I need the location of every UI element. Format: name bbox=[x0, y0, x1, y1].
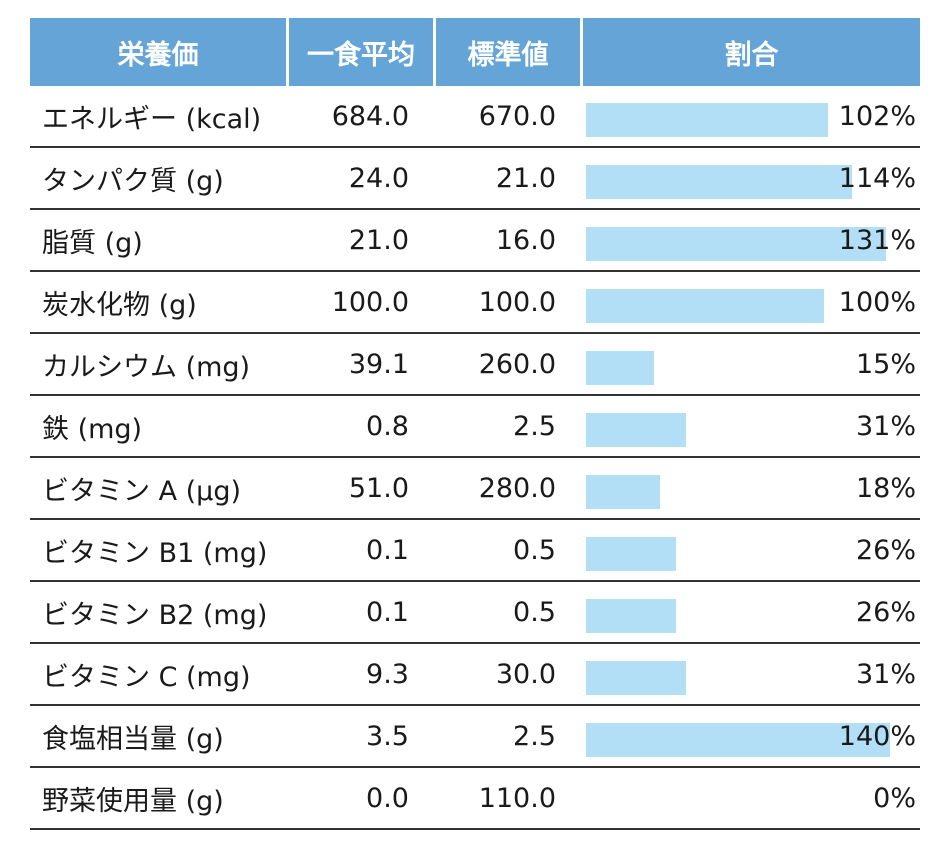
ratio-bar bbox=[586, 351, 654, 385]
ratio-label: 26% bbox=[855, 534, 916, 566]
average-value: 24.0 bbox=[348, 162, 409, 194]
ratio-cell: 31% bbox=[580, 644, 920, 704]
average-value: 0.1 bbox=[366, 596, 409, 628]
ratio-bar bbox=[586, 289, 824, 323]
standard-value: 0.5 bbox=[513, 596, 556, 628]
standard-value: 16.0 bbox=[495, 224, 556, 256]
average-value: 0.8 bbox=[366, 410, 409, 442]
table-row: 炭水化物 (g) 100.0 100.0 100% bbox=[30, 272, 920, 334]
average-value: 21.0 bbox=[348, 224, 409, 256]
ratio-cell: 26% bbox=[580, 582, 920, 642]
standard-value: 100.0 bbox=[478, 286, 556, 318]
table-row: ビタミン A (μg) 51.0 280.0 18% bbox=[30, 458, 920, 520]
ratio-bar bbox=[586, 227, 886, 261]
nutrient-name: 鉄 (mg) bbox=[42, 413, 143, 445]
standard-value: 2.5 bbox=[513, 720, 556, 752]
nutrient-name: 炭水化物 (g) bbox=[42, 289, 197, 321]
nutrient-name: ビタミン B2 (mg) bbox=[42, 599, 268, 631]
nutrient-name: 食塩相当量 (g) bbox=[42, 723, 224, 755]
ratio-cell: 0% bbox=[580, 768, 920, 828]
ratio-cell: 114% bbox=[580, 148, 920, 208]
standard-value: 30.0 bbox=[495, 658, 556, 690]
ratio-label: 0% bbox=[873, 782, 916, 814]
ratio-bar bbox=[586, 475, 660, 509]
table-row: 鉄 (mg) 0.8 2.5 31% bbox=[30, 396, 920, 458]
ratio-label: 15% bbox=[855, 348, 916, 380]
nutrient-name: ビタミン C (mg) bbox=[42, 661, 251, 693]
ratio-bar bbox=[586, 537, 676, 571]
nutrient-name: エネルギー (kcal) bbox=[42, 103, 262, 135]
table-row: エネルギー (kcal) 684.0 670.0 102% bbox=[30, 86, 920, 148]
standard-value: 0.5 bbox=[513, 534, 556, 566]
ratio-bar bbox=[586, 103, 828, 137]
ratio-label: 18% bbox=[855, 472, 916, 504]
ratio-bar bbox=[586, 661, 686, 695]
ratio-cell: 18% bbox=[580, 458, 920, 518]
table-row: ビタミン B2 (mg) 0.1 0.5 26% bbox=[30, 582, 920, 644]
average-value: 3.5 bbox=[366, 720, 409, 752]
nutrient-name: タンパク質 (g) bbox=[42, 165, 224, 197]
standard-value: 280.0 bbox=[478, 472, 556, 504]
standard-value: 260.0 bbox=[478, 348, 556, 380]
table-row: 野菜使用量 (g) 0.0 110.0 0% bbox=[30, 768, 920, 830]
nutrient-name: 脂質 (g) bbox=[42, 227, 143, 259]
average-value: 100.0 bbox=[331, 286, 409, 318]
ratio-cell: 15% bbox=[580, 334, 920, 394]
standard-value: 110.0 bbox=[478, 782, 556, 814]
average-value: 0.0 bbox=[366, 782, 409, 814]
ratio-cell: 100% bbox=[580, 272, 920, 332]
table-row: ビタミン B1 (mg) 0.1 0.5 26% bbox=[30, 520, 920, 582]
table-row: 食塩相当量 (g) 3.5 2.5 140% bbox=[30, 706, 920, 768]
ratio-cell: 131% bbox=[580, 210, 920, 270]
ratio-label: 26% bbox=[855, 596, 916, 628]
header-ratio: 割合 bbox=[580, 18, 920, 86]
table-row: タンパク質 (g) 24.0 21.0 114% bbox=[30, 148, 920, 210]
ratio-bar bbox=[586, 165, 852, 199]
ratio-label: 100% bbox=[838, 286, 916, 318]
table-body: エネルギー (kcal) 684.0 670.0 102% タンパク質 (g) 24.0 2… bbox=[30, 86, 920, 830]
ratio-cell: 102% bbox=[580, 86, 920, 146]
ratio-label: 140% bbox=[838, 720, 916, 752]
ratio-label: 131% bbox=[838, 224, 916, 256]
ratio-label: 31% bbox=[855, 658, 916, 690]
nutrient-name: 野菜使用量 (g) bbox=[42, 785, 224, 817]
average-value: 51.0 bbox=[348, 472, 409, 504]
nutrient-name: ビタミン B1 (mg) bbox=[42, 537, 268, 569]
average-value: 0.1 bbox=[366, 534, 409, 566]
ratio-label: 114% bbox=[838, 162, 916, 194]
header-average: 一食平均 bbox=[286, 18, 433, 86]
table-row: ビタミン C (mg) 9.3 30.0 31% bbox=[30, 644, 920, 706]
ratio-label: 102% bbox=[838, 100, 916, 132]
ratio-cell: 31% bbox=[580, 396, 920, 456]
nutrient-name: ビタミン A (μg) bbox=[42, 475, 242, 507]
nutrient-name: カルシウム (mg) bbox=[42, 351, 251, 383]
table-row: カルシウム (mg) 39.1 260.0 15% bbox=[30, 334, 920, 396]
ratio-bar bbox=[586, 723, 890, 757]
average-value: 9.3 bbox=[366, 658, 409, 690]
ratio-bar bbox=[586, 413, 686, 447]
average-value: 684.0 bbox=[331, 100, 409, 132]
standard-value: 2.5 bbox=[513, 410, 556, 442]
ratio-bar bbox=[586, 599, 676, 633]
ratio-cell: 140% bbox=[580, 706, 920, 766]
nutrition-table: 栄養価 一食平均 標準値 割合 エネルギー (kcal) 684.0 670.0 10… bbox=[30, 18, 920, 830]
ratio-label: 31% bbox=[855, 410, 916, 442]
standard-value: 21.0 bbox=[495, 162, 556, 194]
ratio-cell: 26% bbox=[580, 520, 920, 580]
table-header: 栄養価 一食平均 標準値 割合 bbox=[30, 18, 920, 86]
standard-value: 670.0 bbox=[478, 100, 556, 132]
header-standard: 標準値 bbox=[433, 18, 580, 86]
table-row: 脂質 (g) 21.0 16.0 131% bbox=[30, 210, 920, 272]
average-value: 39.1 bbox=[348, 348, 409, 380]
header-item: 栄養価 bbox=[30, 18, 286, 86]
